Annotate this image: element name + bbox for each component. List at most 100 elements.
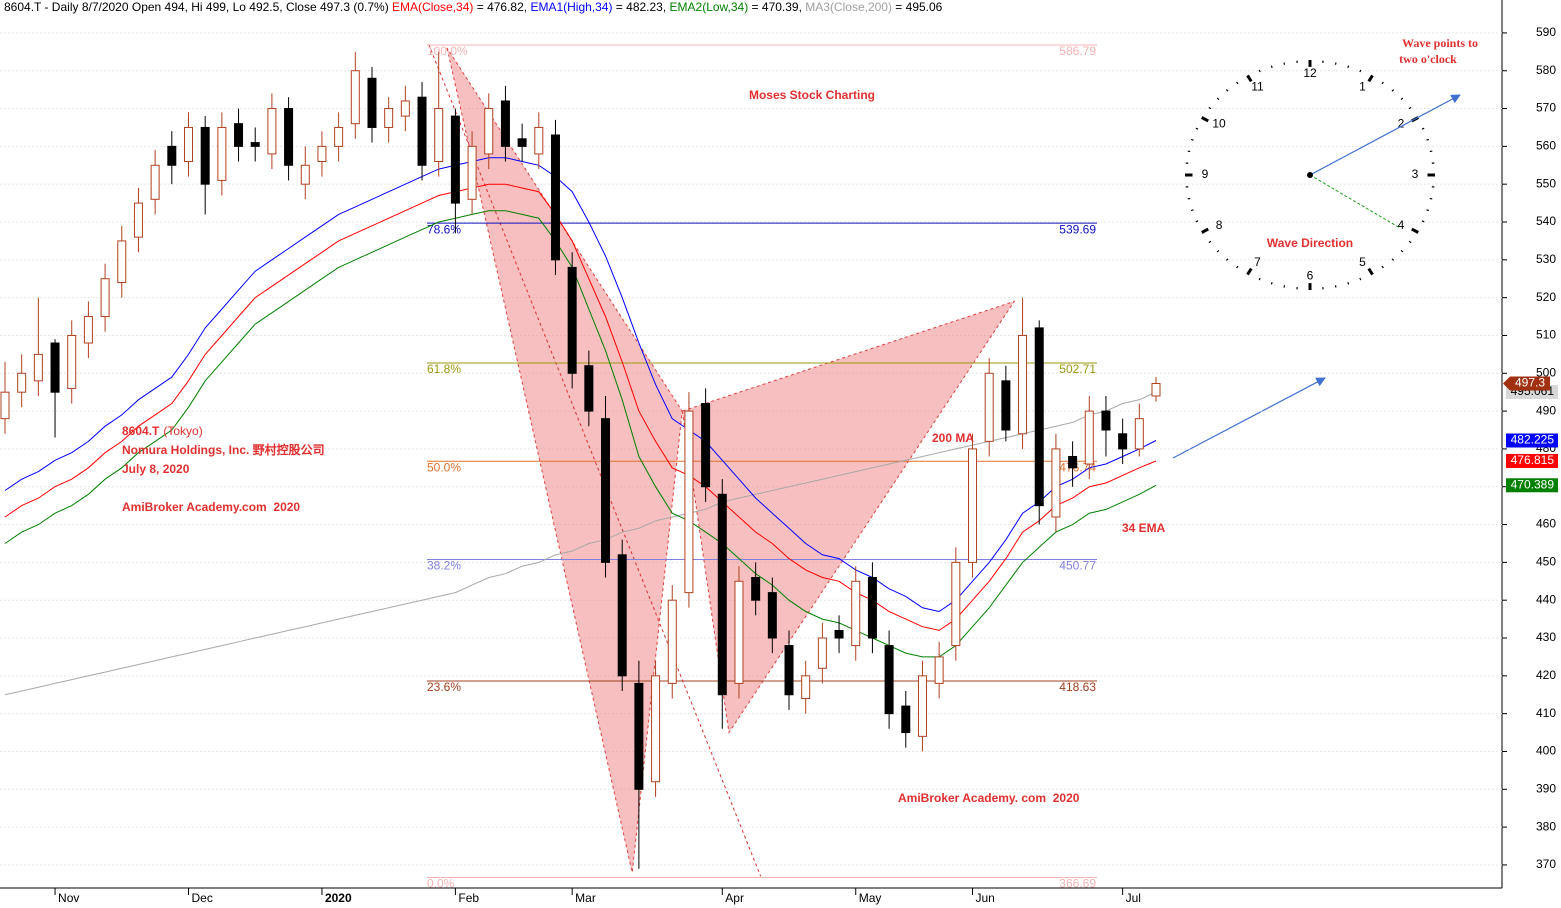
candle-body xyxy=(250,142,260,147)
candle-body xyxy=(334,126,344,147)
clock-tick xyxy=(1408,106,1412,110)
price-tag-label: 470.389 xyxy=(1511,477,1555,491)
header-segment: MA3(Close,200) xyxy=(805,0,892,14)
clock-number: 4 xyxy=(1398,218,1405,232)
clock-tick xyxy=(1270,281,1273,285)
candle-body xyxy=(284,108,294,166)
pattern-bcd xyxy=(681,300,1016,734)
candle-body xyxy=(634,682,644,790)
header: 8604.T - Daily 8/7/2020 Open 494, Hi 499… xyxy=(4,0,943,14)
fib-value: 366.69 xyxy=(1059,877,1096,891)
candle-body xyxy=(133,202,143,238)
fib-percent: 38.2% xyxy=(427,559,461,573)
x-tick-label: Nov xyxy=(58,891,79,905)
clock-tick xyxy=(1381,81,1384,85)
candle-body xyxy=(200,126,210,185)
candle-body xyxy=(951,561,961,647)
clock-number: 3 xyxy=(1412,167,1419,181)
candle-body xyxy=(550,134,560,261)
candle-body xyxy=(817,637,827,669)
pattern-xab xyxy=(446,47,683,873)
ticker-code: 8604.T xyxy=(122,424,160,438)
clock-tick xyxy=(1270,65,1273,69)
site-title: Moses Stock Charting xyxy=(749,88,875,102)
clock-number: 12 xyxy=(1303,66,1317,80)
clock-tick xyxy=(1400,97,1404,101)
candle-body xyxy=(67,334,77,389)
y-tick-label: 380 xyxy=(1536,819,1556,833)
clock-tick xyxy=(1347,65,1350,69)
clock-hand xyxy=(1309,174,1401,229)
candle-body xyxy=(801,675,811,700)
clock-tick xyxy=(1195,127,1199,130)
clock-tick xyxy=(1421,127,1425,130)
clock-tick xyxy=(1216,249,1220,253)
y-tick-label: 510 xyxy=(1536,328,1556,342)
fib-value: 539.69 xyxy=(1059,222,1096,236)
price-tag xyxy=(1506,478,1558,493)
fib-percent: 50.0% xyxy=(427,460,461,474)
y-tick-label: 400 xyxy=(1536,744,1556,758)
y-tick-label: 520 xyxy=(1536,290,1556,304)
candle-body xyxy=(384,108,394,128)
clock-tick xyxy=(1367,74,1374,83)
header-segment: EMA1(High,34) xyxy=(530,0,612,14)
fib-value: 586.79 xyxy=(1059,44,1096,58)
y-tick-label: 490 xyxy=(1536,403,1556,417)
clock-tick xyxy=(1334,285,1337,288)
x-tick-label: Mar xyxy=(575,891,596,905)
clock-tick xyxy=(1190,209,1194,212)
clock-tick xyxy=(1426,209,1430,212)
y-tick-label: 420 xyxy=(1536,668,1556,682)
clock-tick xyxy=(1359,69,1362,73)
clock-tick xyxy=(1421,220,1425,223)
clock-tick xyxy=(1347,281,1350,285)
candle-body xyxy=(1118,433,1128,450)
candle-body xyxy=(917,675,927,737)
y-tick-label: 560 xyxy=(1536,139,1556,153)
candle-body xyxy=(751,577,761,601)
clock-tick xyxy=(1391,89,1395,92)
candle-body xyxy=(1034,327,1044,507)
candle-body xyxy=(1134,418,1144,450)
candle-body xyxy=(1018,334,1028,435)
direction-arrow xyxy=(1172,377,1326,459)
candle-body xyxy=(367,77,377,128)
clock-number: 1 xyxy=(1359,80,1366,94)
candle-body xyxy=(651,675,661,783)
clock-tick xyxy=(1246,74,1253,83)
indicator-line xyxy=(4,157,1157,613)
candle-body xyxy=(1084,410,1094,465)
clock-tick xyxy=(1258,69,1261,73)
y-tick-label: 590 xyxy=(1536,25,1556,39)
candle-body xyxy=(784,645,794,696)
y-tick-label: 530 xyxy=(1536,252,1556,266)
y-tick-label: 430 xyxy=(1536,630,1556,644)
candle-body xyxy=(350,70,360,125)
candle-body xyxy=(884,645,894,715)
fib-percent: 23.6% xyxy=(427,680,461,694)
candle-body xyxy=(584,365,594,412)
candle-body xyxy=(517,138,527,147)
clock-tick xyxy=(1246,267,1253,276)
x-tick-label: Dec xyxy=(191,891,212,905)
x-tick-label: 2020 xyxy=(325,891,352,905)
candle-body xyxy=(968,448,978,563)
date: July 8, 2020 xyxy=(122,462,190,476)
header-segment: EMA(Close,34) xyxy=(392,0,473,14)
candle-body xyxy=(317,145,327,162)
candle-body xyxy=(1101,410,1111,431)
candle-body xyxy=(117,240,127,284)
candle-body xyxy=(984,372,994,442)
ticker: 8604.T (Tokyo) xyxy=(122,424,203,438)
candle-body xyxy=(300,164,310,185)
x-tick-label: Feb xyxy=(458,891,479,905)
price-tag xyxy=(1506,433,1558,448)
candle-body xyxy=(901,705,911,734)
clock-tick xyxy=(1208,106,1212,110)
candle-body xyxy=(1068,455,1078,469)
clock-tick xyxy=(1201,116,1209,123)
x-tick-label: Apr xyxy=(725,891,744,905)
clock-tick xyxy=(1236,265,1239,269)
